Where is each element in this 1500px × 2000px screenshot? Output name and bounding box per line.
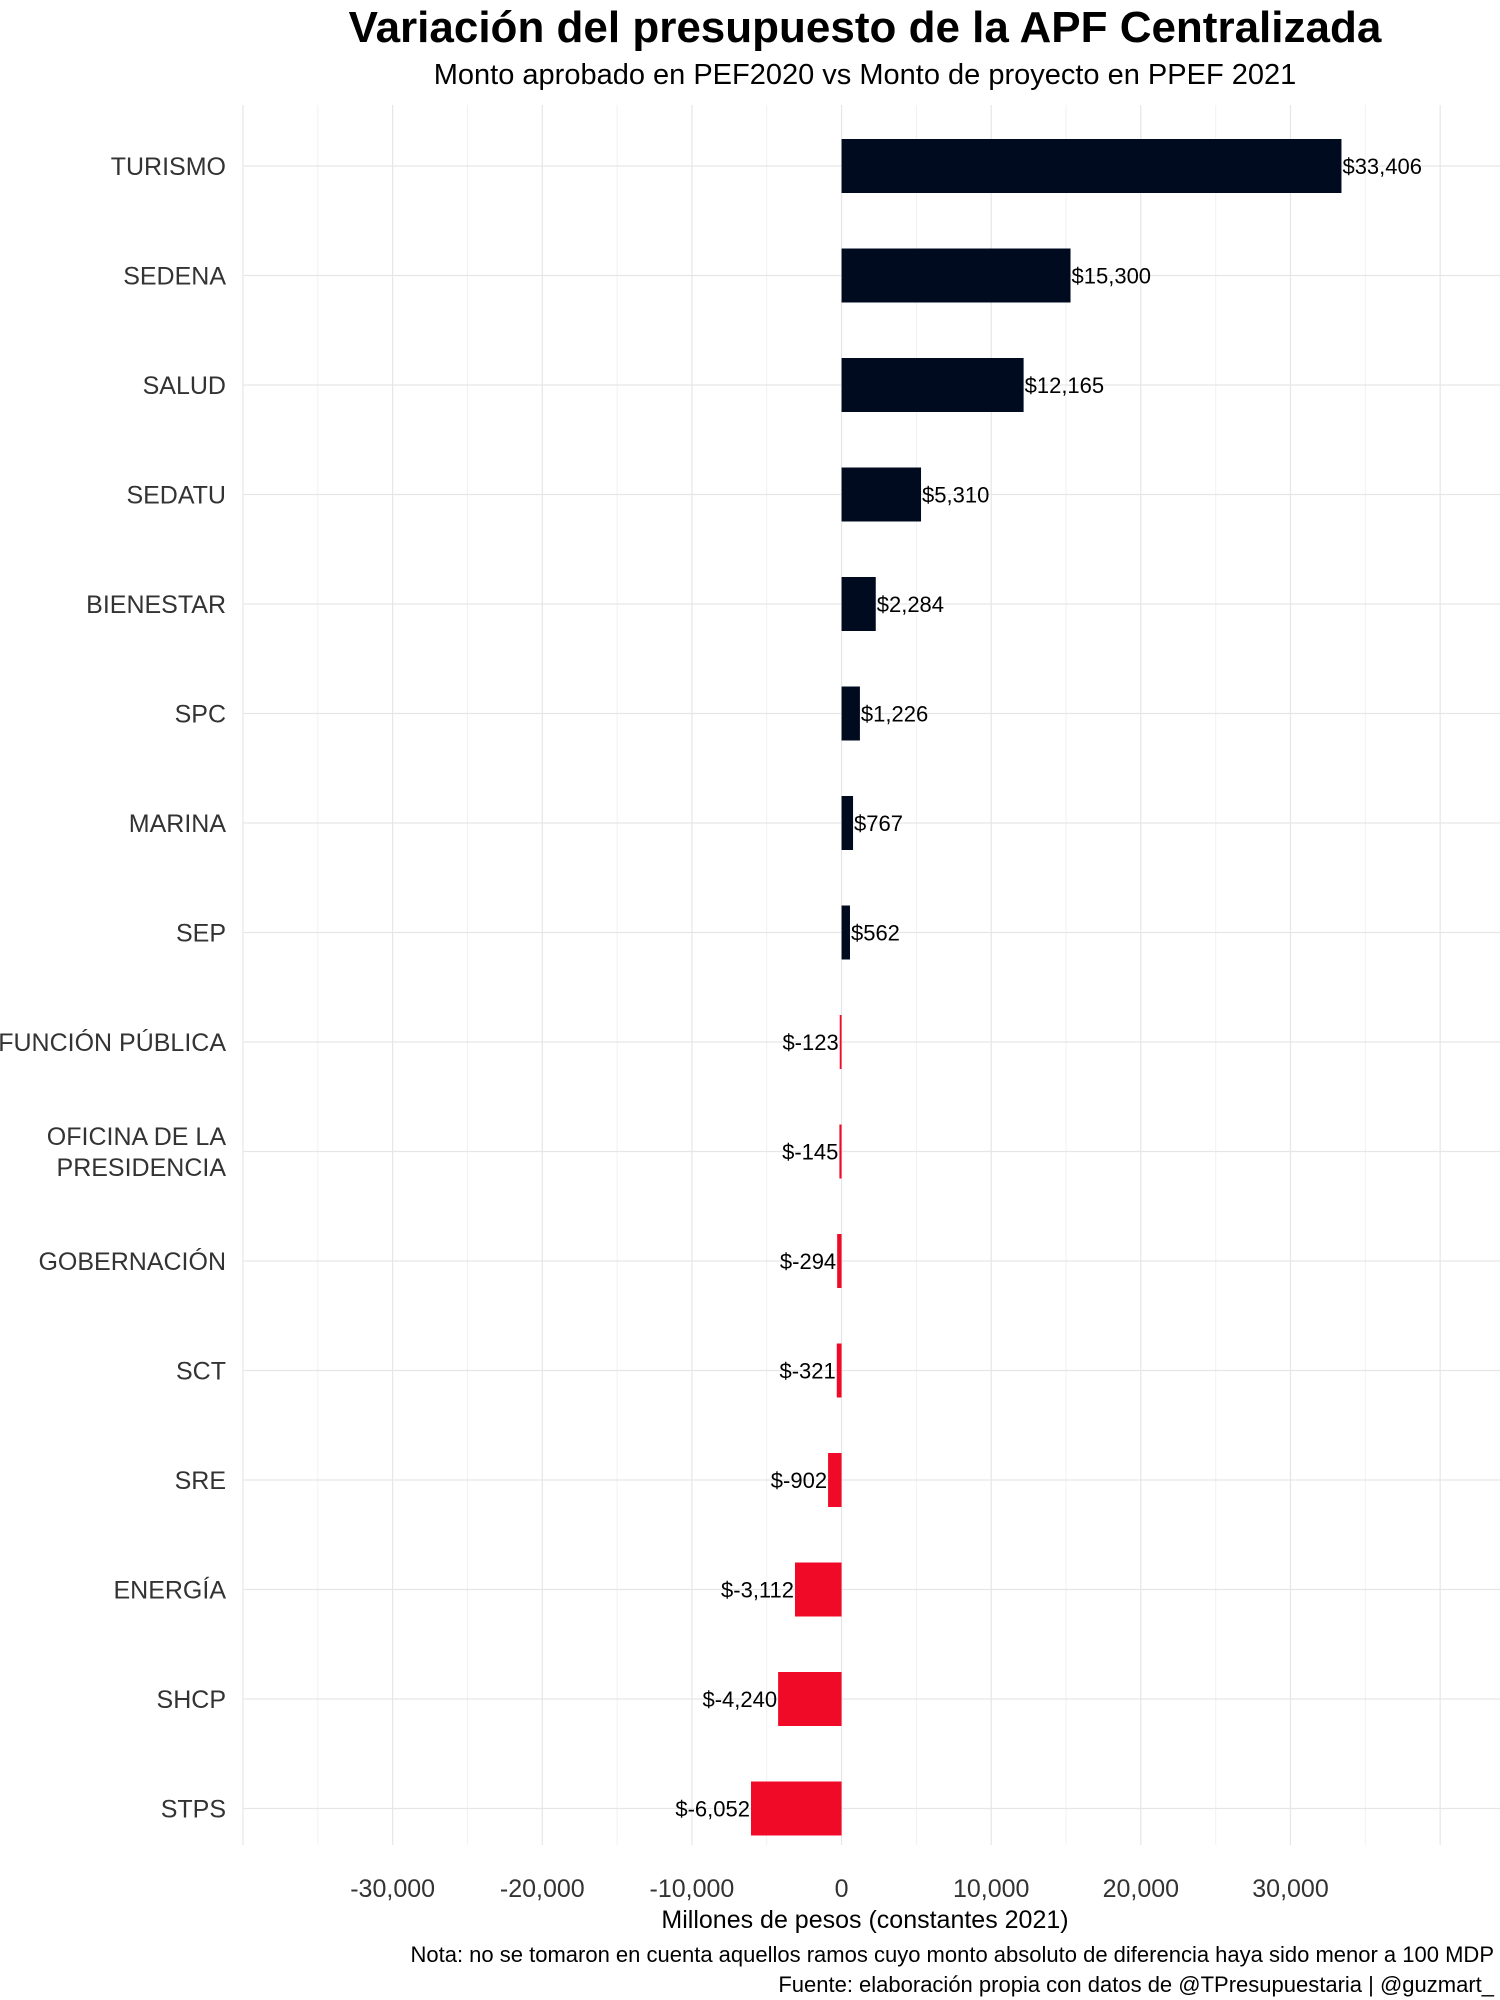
category-label-line: SEDATU	[126, 482, 226, 510]
category-label: TURISMO	[111, 153, 226, 181]
x-tick-label: 20,000	[1103, 1875, 1179, 1903]
data-label: $5,310	[922, 483, 989, 508]
bar	[841, 248, 1071, 303]
category-label: ENERGÍA	[113, 1576, 226, 1605]
category-label: SCT	[176, 1358, 226, 1386]
data-label: $-902	[771, 1468, 827, 1493]
bar	[778, 1672, 842, 1726]
category-label: MARINA	[129, 810, 227, 838]
category-label-line: SHCP	[157, 1686, 226, 1714]
data-label: $-145	[782, 1140, 838, 1165]
x-tick-label: 0	[835, 1875, 849, 1903]
data-label: $12,165	[1025, 373, 1105, 398]
category-label: SHCP	[157, 1686, 226, 1714]
category-label-line: SALUD	[143, 372, 226, 400]
category-label-line: ENERGÍA	[113, 1576, 226, 1605]
bar	[839, 1015, 842, 1069]
bar	[841, 139, 1342, 193]
category-label: SEDENA	[123, 263, 226, 291]
x-tick-label: -10,000	[650, 1875, 735, 1903]
category-label-line: OFICINA DE LA	[47, 1123, 227, 1151]
data-label: $2,284	[877, 592, 944, 617]
category-label-line: SEDENA	[123, 263, 226, 291]
data-label: $-321	[779, 1359, 835, 1384]
category-label: SALUD	[143, 372, 226, 400]
category-label: OFICINA DE LA PRESIDENCIA	[47, 1123, 227, 1182]
category-label: SPC	[175, 701, 226, 729]
bar	[795, 1562, 842, 1617]
chart-title: Variación del presupuesto de la APF Cent…	[349, 3, 1382, 52]
category-labels: TURISMO SEDENA SALUD SEDATU BIENESTAR SPC MARI…	[0, 153, 226, 1824]
x-tick-label: 10,000	[953, 1875, 1029, 1903]
bar	[751, 1781, 842, 1836]
data-label: $15,300	[1072, 264, 1152, 289]
data-label: $-3,112	[721, 1578, 794, 1603]
chart-subtitle: Monto aprobado en PEF2020 vs Monto de pr…	[434, 59, 1297, 91]
category-label: SRE	[175, 1467, 226, 1495]
bars	[751, 139, 1342, 1836]
data-label: $-6,052	[675, 1797, 750, 1822]
category-label-line: TURISMO	[111, 153, 226, 181]
data-label: $562	[851, 921, 900, 946]
category-label-line: SRE	[175, 1467, 226, 1495]
category-label-line: SEP	[176, 920, 226, 948]
bar	[836, 1343, 842, 1398]
data-label: $1,226	[861, 702, 928, 727]
category-label-line: STPS	[161, 1796, 226, 1824]
data-label: $33,406	[1342, 154, 1422, 179]
bar	[839, 1124, 842, 1179]
category-label: SEDATU	[126, 482, 226, 510]
category-label: SEP	[176, 920, 226, 948]
bar	[837, 1234, 842, 1288]
category-label-line: FUNCIÓN PÚBLICA	[0, 1028, 226, 1057]
category-label-line: MARINA	[129, 810, 227, 838]
category-label-line: PRESIDENCIA	[57, 1154, 227, 1182]
category-label-line: BIENESTAR	[86, 591, 226, 619]
bar	[841, 686, 860, 741]
category-label: STPS	[161, 1796, 226, 1824]
data-label: $-294	[780, 1249, 836, 1274]
x-tick-label: 30,000	[1252, 1875, 1328, 1903]
category-label-line: SPC	[175, 701, 226, 729]
category-label: FUNCIÓN PÚBLICA	[0, 1028, 226, 1057]
footnote-source: Fuente: elaboración propia con datos de …	[778, 1972, 1494, 1997]
x-tick-label: -30,000	[350, 1875, 435, 1903]
bar	[841, 796, 854, 850]
category-label: GOBERNACIÓN	[38, 1247, 226, 1276]
bar	[841, 467, 922, 522]
x-axis-title: Millones de pesos (constantes 2021)	[661, 1906, 1068, 1934]
x-tick-label: -20,000	[500, 1875, 585, 1903]
bar	[841, 577, 876, 631]
category-label-line: GOBERNACIÓN	[38, 1247, 226, 1276]
x-tick-labels: -30,000 -20,000 -10,000 0 10,000 20,000 30,000	[350, 1875, 1328, 1903]
bar	[841, 358, 1024, 412]
value-labels: $33,406 $15,300 $12,165 $5,310 $2,284 $1,226 $…	[675, 154, 1422, 1822]
data-label: $-4,240	[702, 1687, 777, 1712]
data-label: $-123	[782, 1030, 838, 1055]
footnote-note: Nota: no se tomaron en cuenta aquellos r…	[410, 1942, 1494, 1967]
bar	[841, 905, 850, 960]
category-label: BIENESTAR	[86, 591, 226, 619]
bar	[828, 1453, 842, 1507]
category-label-line: SCT	[176, 1358, 226, 1386]
data-label: $767	[854, 811, 903, 836]
